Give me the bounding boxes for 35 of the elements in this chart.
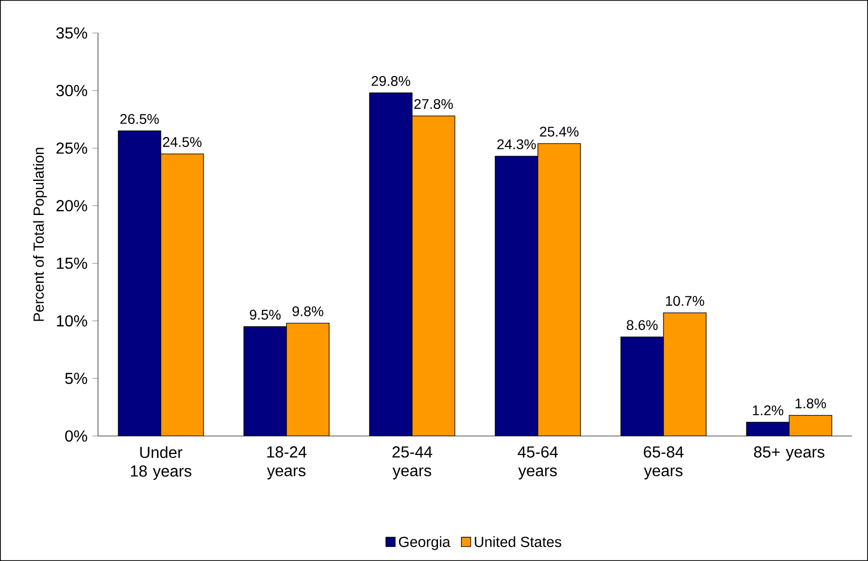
y-tick-label: 5% bbox=[65, 372, 88, 384]
data-label: 9.8% bbox=[292, 306, 324, 316]
x-tick-label: 45-64 years bbox=[518, 446, 558, 480]
x-tick-label: 18-24 years bbox=[266, 446, 306, 480]
data-label: 26.5% bbox=[120, 114, 159, 124]
bar bbox=[663, 312, 706, 436]
y-tick-label: 20% bbox=[56, 200, 88, 212]
x-tick-label: 85+ years bbox=[754, 446, 824, 461]
legend-label: Georgia bbox=[398, 536, 450, 550]
x-tick-label: 25-44 years bbox=[392, 446, 432, 480]
data-label: 27.8% bbox=[414, 99, 453, 109]
x-tick-label: 65-84 years bbox=[644, 446, 684, 480]
data-label: 9.5% bbox=[250, 310, 281, 320]
y-tick-label: 15% bbox=[56, 258, 88, 269]
y-tick-label: 0% bbox=[65, 430, 88, 442]
bar bbox=[537, 143, 581, 436]
y-axis-title: Percent of Total Population bbox=[33, 148, 47, 321]
data-label: 1.2% bbox=[752, 405, 784, 416]
y-tick-label: 35% bbox=[56, 27, 88, 39]
y-tick-label: 10% bbox=[56, 315, 88, 327]
data-label: 8.6% bbox=[626, 320, 658, 330]
legend-label: United States bbox=[474, 536, 562, 548]
bar bbox=[788, 414, 832, 436]
bar bbox=[160, 154, 204, 436]
y-tick-label: 25% bbox=[56, 142, 88, 154]
data-label: 10.7% bbox=[666, 296, 704, 306]
data-label: 29.8% bbox=[372, 76, 410, 86]
data-label: 24.5% bbox=[163, 137, 202, 147]
bar bbox=[286, 322, 330, 436]
y-tick-label: 30% bbox=[56, 84, 88, 96]
data-label: 1.8% bbox=[796, 398, 826, 408]
x-tick-label: Under 18 years bbox=[130, 446, 192, 480]
data-label: 24.3% bbox=[497, 139, 536, 150]
data-label: 25.4% bbox=[540, 126, 578, 137]
bar bbox=[412, 116, 456, 436]
